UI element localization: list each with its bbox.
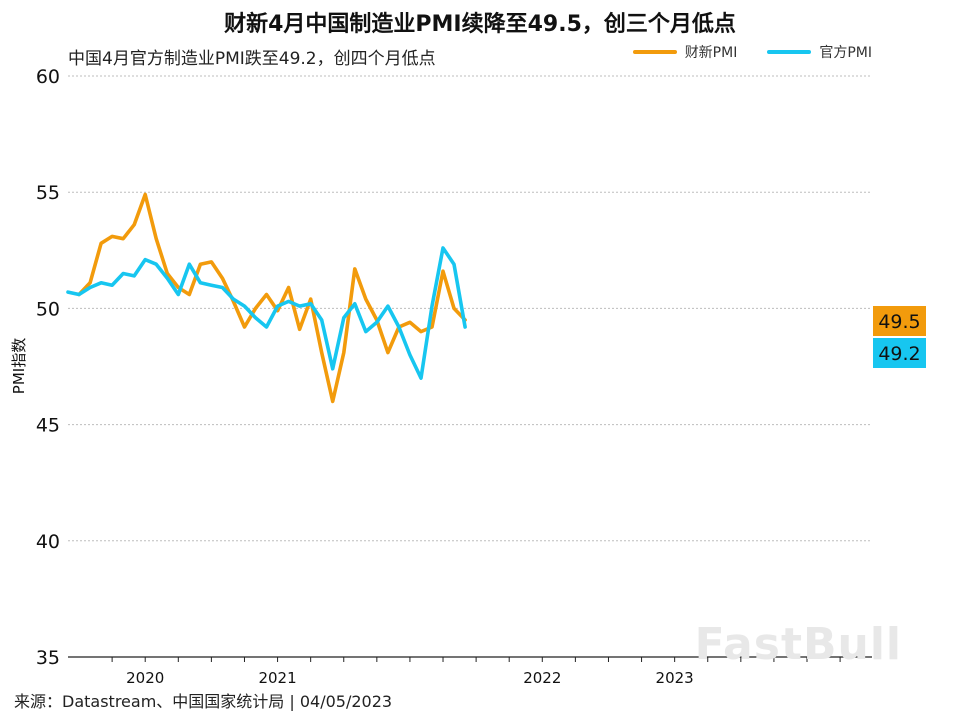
end-value-badge-caixin [873,306,926,336]
series-line-caixin [77,192,467,404]
watermark-logo: FastBull [694,619,902,670]
series-line-official [66,246,467,380]
y-tick-label: 60 [36,66,60,88]
legend-item-caixin: 财新PMI [632,42,738,62]
y-axis-label: PMI指数 [10,338,28,394]
end-value-badge-official [873,338,926,368]
chart-title: 财新4月中国制造业PMI续降至49.5，创三个月低点 [224,12,736,37]
legend-swatch-caixin [632,50,677,54]
legend-item-official: 官方PMI [767,42,872,62]
y-tick-label: 40 [36,531,60,553]
x-tick-label: 2023 [656,669,694,687]
y-tick-label: 45 [36,415,60,437]
y-tick-label: 50 [36,298,60,320]
end-value-label-official: 49.2 [878,343,920,365]
chart-subtitle: 中国4月官方制造业PMI跌至49.2，创四个月低点 [68,49,436,69]
x-tick-label: 2021 [258,669,296,687]
legend: 财新PMI 官方PMI [632,42,872,62]
legend-swatch-official [767,50,812,54]
legend-label-official: 官方PMI [819,45,872,61]
source-note: 来源：Datastream、中国国家统计局 | 04/05/2023 [14,692,393,711]
y-tick-label: 55 [36,182,60,204]
x-tick-label: 2020 [126,669,164,687]
end-value-label-caixin: 49.5 [878,311,920,333]
legend-label-caixin: 财新PMI [684,45,738,61]
y-tick-label: 35 [36,647,60,669]
x-tick-label: 2022 [523,669,561,687]
